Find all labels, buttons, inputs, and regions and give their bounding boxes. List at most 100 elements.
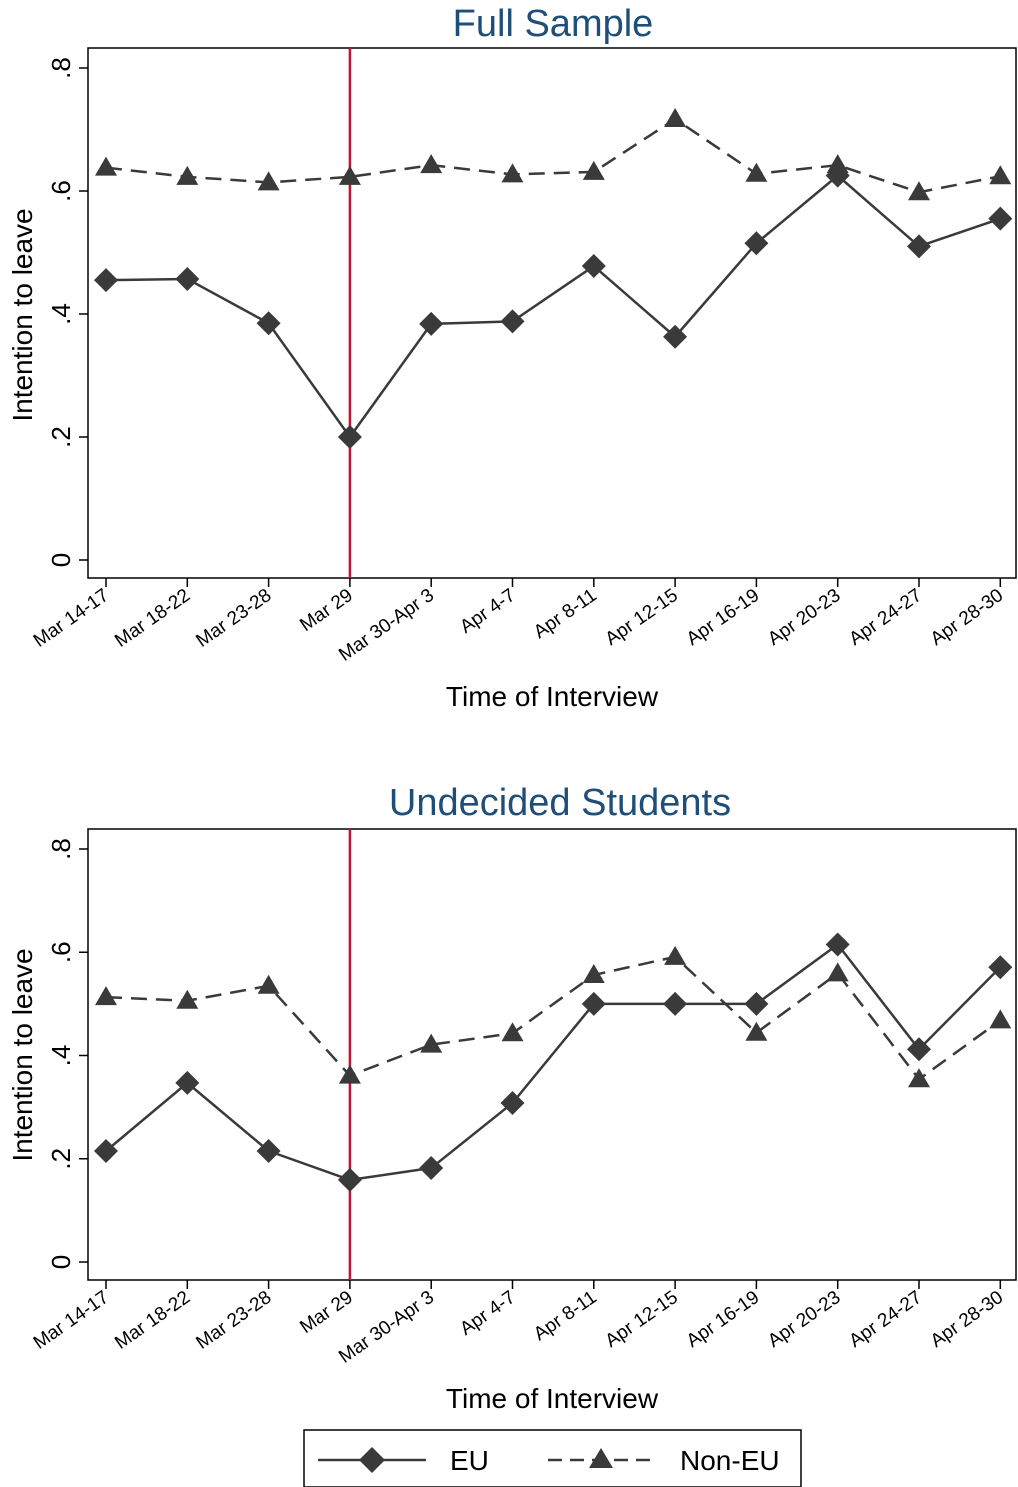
y-tick-label: .4 xyxy=(46,303,76,325)
x-tick-label: Mar 14-17 xyxy=(30,585,113,652)
marker-eu xyxy=(500,1090,525,1115)
y-tick-label: .8 xyxy=(46,838,76,860)
marker-non-eu xyxy=(664,108,687,128)
marker-eu xyxy=(581,254,606,279)
marker-eu xyxy=(988,206,1013,231)
marker-non-eu xyxy=(745,1021,768,1041)
marker-non-eu xyxy=(582,963,605,983)
marker-non-eu xyxy=(257,171,280,191)
x-tick-label: Apr 24-27 xyxy=(845,1287,925,1352)
marker-eu xyxy=(663,324,688,349)
marker-non-eu xyxy=(501,163,524,183)
chart-title: Undecided Students xyxy=(389,782,731,824)
legend-eu-marker xyxy=(359,1447,385,1473)
marker-eu xyxy=(988,955,1013,980)
marker-non-eu xyxy=(95,156,117,176)
x-tick-label: Apr 12-15 xyxy=(602,585,682,650)
legend-box xyxy=(303,1429,802,1487)
x-tick-label: Apr 8-11 xyxy=(530,1287,601,1345)
marker-eu xyxy=(256,311,281,336)
x-tick-label: Mar 18-22 xyxy=(111,1287,194,1354)
marker-non-eu xyxy=(826,962,849,982)
plot-frame xyxy=(87,828,1017,1281)
marker-non-eu xyxy=(582,160,605,180)
marker-eu xyxy=(337,1167,362,1192)
y-tick-label: .8 xyxy=(46,57,76,79)
marker-non-eu xyxy=(420,154,443,174)
marker-non-eu xyxy=(420,1033,443,1053)
panel-undecided-students: Undecided Students Intention to leave Ti… xyxy=(7,782,1017,1414)
x-tick-label: Mar 14-17 xyxy=(30,1287,113,1354)
marker-eu xyxy=(907,234,931,259)
marker-non-eu xyxy=(826,154,849,174)
marker-eu xyxy=(175,266,200,291)
y-tick-label: .2 xyxy=(46,1148,76,1170)
marker-non-eu xyxy=(664,945,687,965)
y-tick-label: .2 xyxy=(46,426,76,448)
marker-eu xyxy=(337,425,362,449)
marker-eu xyxy=(907,1037,931,1062)
x-tick-label: Apr 16-19 xyxy=(683,585,763,650)
x-tick-label: Apr 4-7 xyxy=(456,1287,519,1340)
marker-non-eu xyxy=(989,165,1012,185)
chart-title: Full Sample xyxy=(453,3,654,45)
panel-full-sample: Full Sample Intention to leave Time of I… xyxy=(7,3,1017,712)
marker-eu xyxy=(419,1156,444,1181)
y-axis-title: Intention to leave xyxy=(7,948,38,1161)
x-axis-title: Time of Interview xyxy=(446,1383,659,1414)
marker-eu xyxy=(256,1139,281,1164)
x-tick-label: Apr 24-27 xyxy=(845,585,925,650)
marker-non-eu xyxy=(176,989,199,1009)
x-tick-label: Mar 29 xyxy=(296,1287,356,1338)
marker-eu xyxy=(581,991,606,1016)
marker-eu xyxy=(744,231,769,256)
legend-non-eu-marker xyxy=(589,1448,613,1468)
series-line-eu xyxy=(105,174,1001,439)
x-tick-label: Mar 29 xyxy=(296,585,356,636)
x-axis-title: Time of Interview xyxy=(446,681,659,712)
marker-eu xyxy=(419,311,444,336)
plot-frame xyxy=(87,47,1017,579)
marker-non-eu xyxy=(257,974,280,994)
marker-non-eu xyxy=(338,1064,361,1084)
marker-non-eu xyxy=(338,165,361,185)
x-tick-label: Apr 20-23 xyxy=(764,585,844,650)
marker-eu xyxy=(94,268,118,293)
y-tick-label: .6 xyxy=(46,180,76,202)
y-axis-title: Intention to leave xyxy=(7,208,38,421)
marker-non-eu xyxy=(908,181,930,201)
x-tick-label: Apr 8-11 xyxy=(530,585,601,643)
x-tick-label: Apr 20-23 xyxy=(764,1287,844,1352)
marker-eu xyxy=(744,991,769,1016)
legend: EU Non-EU xyxy=(303,1429,802,1487)
series-line-non-eu xyxy=(105,955,1002,1081)
x-tick-label: Apr 12-15 xyxy=(602,1287,682,1352)
x-tick-label: Apr 28-30 xyxy=(927,1287,1007,1352)
x-tick-label: Mar 23-28 xyxy=(192,1287,275,1354)
series-line-non-eu xyxy=(105,117,1001,194)
x-tick-label: Apr 16-19 xyxy=(683,1287,763,1352)
marker-non-eu xyxy=(745,162,768,182)
y-tick-label: .6 xyxy=(46,941,76,963)
marker-eu xyxy=(94,1139,118,1164)
marker-eu xyxy=(500,309,525,334)
marker-non-eu xyxy=(989,1009,1012,1029)
legend-label-non-eu: Non-EU xyxy=(680,1445,780,1476)
y-tick-label: .4 xyxy=(46,1045,76,1067)
x-tick-label: Mar 23-28 xyxy=(192,585,275,652)
series-line-eu xyxy=(105,943,1002,1182)
marker-non-eu xyxy=(176,165,199,185)
marker-non-eu xyxy=(95,986,117,1006)
x-tick-label: Apr 4-7 xyxy=(456,585,519,638)
y-tick-label: 0 xyxy=(46,553,76,567)
legend-label-eu: EU xyxy=(450,1445,489,1476)
y-tick-label: 0 xyxy=(46,1255,76,1269)
marker-non-eu xyxy=(501,1022,524,1042)
marker-eu xyxy=(175,1070,200,1095)
marker-eu xyxy=(825,932,850,957)
x-tick-label: Apr 28-30 xyxy=(927,585,1007,650)
x-tick-label: Mar 18-22 xyxy=(111,585,194,652)
marker-non-eu xyxy=(908,1068,930,1088)
marker-eu xyxy=(663,991,688,1016)
